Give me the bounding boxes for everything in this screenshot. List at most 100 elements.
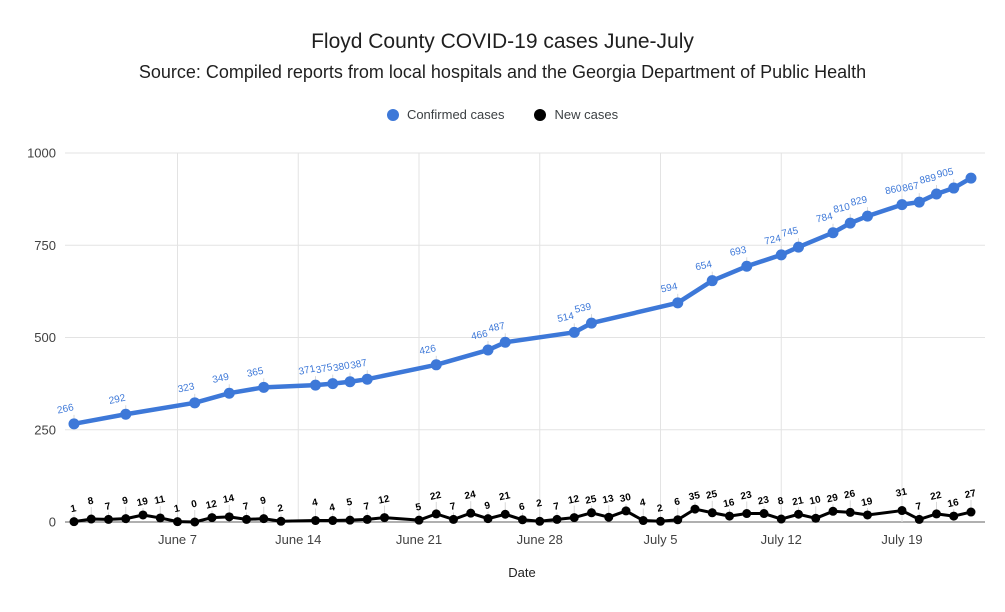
data-point [794, 509, 803, 519]
data-point [827, 227, 839, 239]
data-label: 7 [449, 501, 457, 513]
data-label: 323 [177, 381, 196, 395]
data-point [138, 510, 148, 520]
legend-label-new-cases: New cases [554, 107, 619, 122]
data-label: 4 [639, 497, 647, 509]
data-label: 4 [311, 497, 319, 509]
data-point [931, 188, 942, 200]
data-point [690, 504, 700, 514]
data-point [276, 516, 286, 526]
data-label: 7 [104, 501, 112, 513]
data-point [430, 359, 442, 371]
data-label: 19 [136, 496, 150, 509]
data-point [638, 516, 648, 526]
data-point [965, 172, 977, 184]
data-point [966, 507, 976, 517]
data-label: 22 [929, 490, 943, 503]
data-label: 7 [363, 501, 371, 513]
x-tick-label: June 28 [517, 532, 563, 547]
data-label: 387 [349, 358, 368, 372]
data-point [844, 217, 856, 229]
data-point [621, 506, 631, 516]
data-label: 466 [470, 328, 489, 342]
data-label: 365 [246, 366, 265, 380]
data-label: 12 [377, 493, 391, 506]
data-point [482, 344, 494, 356]
y-tick-label: 1000 [27, 146, 56, 161]
data-point [914, 514, 924, 524]
data-point [189, 397, 201, 409]
data-point [121, 514, 131, 524]
data-label: 1 [70, 503, 78, 515]
data-label: 514 [556, 311, 575, 325]
legend-label-confirmed-cases: Confirmed cases [406, 107, 505, 122]
data-point [242, 514, 251, 524]
data-label: 654 [694, 259, 713, 273]
data-label: 9 [484, 500, 492, 512]
data-label: 724 [763, 233, 782, 247]
data-label: 371 [298, 363, 317, 377]
data-point [499, 336, 511, 348]
data-point [68, 418, 80, 430]
data-point [69, 517, 79, 527]
x-axis-title: Date [508, 565, 535, 580]
data-point [862, 210, 873, 222]
data-label: 7 [915, 501, 923, 513]
data-label: 426 [418, 343, 437, 357]
data-point [120, 408, 132, 420]
chart-legend: Confirmed cases New cases [0, 107, 1005, 122]
data-point [259, 514, 269, 524]
data-point [568, 326, 580, 338]
data-label: 16 [722, 497, 736, 510]
data-label: 829 [850, 194, 869, 208]
data-label: 6 [673, 496, 681, 508]
data-point [361, 373, 373, 385]
data-label: 10 [809, 494, 823, 507]
data-point [466, 508, 476, 518]
data-point [828, 506, 838, 516]
data-point [344, 376, 356, 388]
data-label: 5 [415, 502, 423, 514]
data-label: 693 [729, 245, 748, 259]
data-point [223, 387, 235, 399]
data-label: 784 [815, 211, 834, 225]
data-label: 11 [153, 494, 166, 507]
data-label: 24 [464, 489, 478, 502]
data-label: 810 [832, 201, 851, 215]
data-point [845, 507, 855, 517]
data-label: 2 [277, 503, 285, 515]
data-label: 30 [619, 492, 633, 505]
data-label: 1 [173, 503, 181, 515]
data-label: 7 [553, 501, 561, 513]
y-tick-label: 500 [34, 330, 56, 345]
data-point [483, 514, 493, 524]
data-point [310, 379, 321, 391]
data-point [604, 512, 614, 522]
data-label: 23 [740, 489, 754, 502]
data-label: 4 [328, 502, 336, 514]
data-point [311, 516, 320, 526]
data-label: 594 [660, 281, 679, 295]
data-point [776, 514, 786, 524]
x-tick-label: July 5 [644, 532, 678, 547]
data-label: 5 [346, 497, 354, 509]
data-label: 26 [843, 488, 857, 501]
legend-item-confirmed-cases: Confirmed cases [386, 107, 505, 122]
x-tick-label: June 14 [275, 532, 321, 547]
chart-subtitle: Source: Compiled reports from local hosp… [138, 62, 867, 82]
data-point [793, 241, 804, 253]
new-cases-dot-icon [534, 108, 547, 121]
data-label: 292 [108, 393, 127, 407]
data-point [741, 260, 753, 272]
data-point [587, 508, 596, 518]
data-point [932, 509, 941, 519]
data-label: 29 [826, 492, 840, 505]
data-point [414, 515, 424, 525]
data-point [327, 378, 339, 390]
data-point [449, 514, 458, 524]
data-point [173, 517, 182, 527]
data-label: 9 [259, 495, 267, 507]
